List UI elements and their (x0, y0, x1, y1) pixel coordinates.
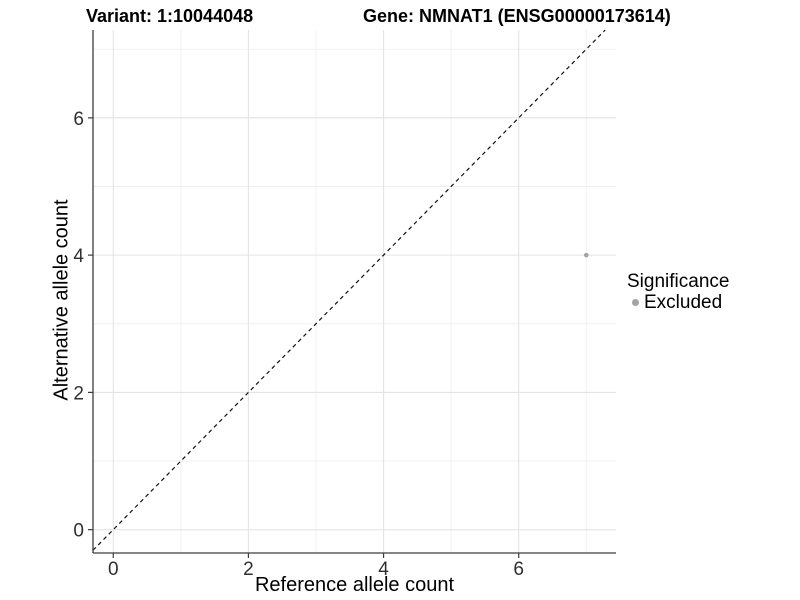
y-axis-title: Alternative allele count (50, 199, 73, 401)
y-tick-label: 0 (73, 521, 84, 542)
legend-item-excluded: Excluded (627, 292, 729, 313)
legend-point-icon (632, 299, 639, 306)
x-tick-label: 2 (243, 559, 254, 580)
y-tick-label: 4 (73, 246, 84, 267)
y-tick-label: 6 (73, 109, 84, 130)
data-point (583, 252, 589, 258)
x-axis-title: Reference allele count (254, 574, 454, 596)
x-tick-label: 0 (108, 559, 119, 580)
legend-title: Significance (627, 271, 730, 292)
legend-item-label: Excluded (644, 292, 723, 313)
panel-background (93, 30, 616, 553)
legend: Significance Excluded (627, 271, 729, 313)
plot-title-gene: Gene: NMNAT1 (ENSG00000173614) (363, 6, 671, 26)
plot-title-variant: Variant: 1:10044048 (86, 6, 254, 26)
x-tick-label: 6 (513, 559, 524, 580)
identity-reference-line (92, 29, 606, 551)
x-tick-label: 4 (378, 559, 389, 580)
legend-key (627, 294, 644, 311)
y-tick-label: 2 (73, 383, 84, 404)
